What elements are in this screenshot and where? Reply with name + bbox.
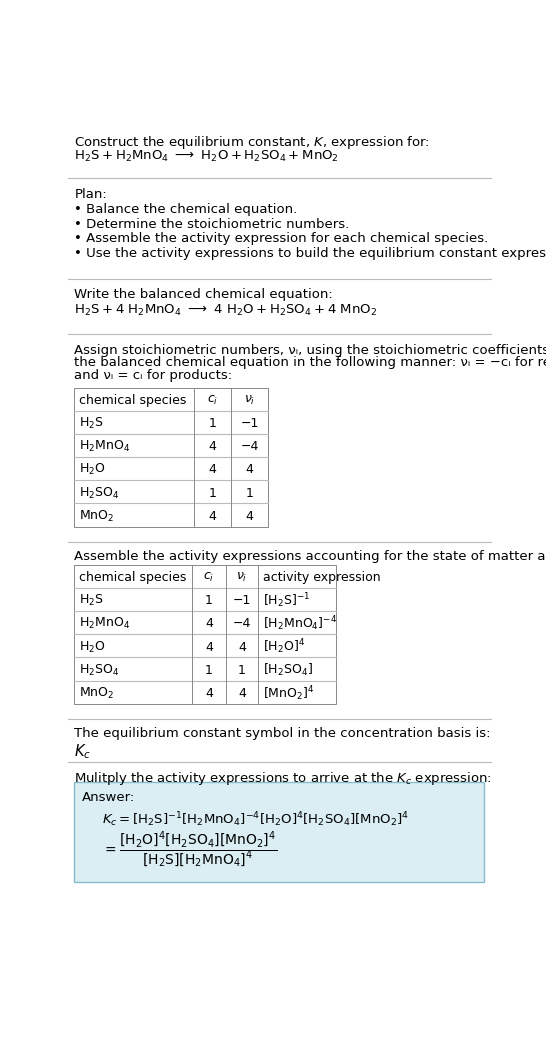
- Bar: [74, 388, 268, 527]
- Text: 4: 4: [209, 463, 216, 476]
- Text: $[\mathrm{H_2S}]^{-1}$: $[\mathrm{H_2S}]^{-1}$: [263, 592, 310, 611]
- Text: $[\mathrm{H_2O}]^{4}$: $[\mathrm{H_2O}]^{4}$: [263, 638, 305, 657]
- Text: $[\mathrm{H_2SO_4}]$: $[\mathrm{H_2SO_4}]$: [263, 662, 313, 678]
- Text: $K_c$: $K_c$: [74, 742, 92, 761]
- Text: Assemble the activity expressions accounting for the state of matter and νᵢ:: Assemble the activity expressions accoun…: [74, 550, 546, 562]
- Text: 1: 1: [209, 487, 216, 499]
- Text: Mulitply the activity expressions to arrive at the $K_c$ expression:: Mulitply the activity expressions to arr…: [74, 769, 492, 787]
- Text: $\mathrm{MnO_2}$: $\mathrm{MnO_2}$: [79, 509, 114, 523]
- Text: • Determine the stoichiometric numbers.: • Determine the stoichiometric numbers.: [74, 218, 349, 231]
- Text: $= \dfrac{[\mathrm{H_2O}]^{4}[\mathrm{H_2SO_4}][\mathrm{MnO_2}]^{4}}{[\mathrm{H_: $= \dfrac{[\mathrm{H_2O}]^{4}[\mathrm{H_…: [102, 830, 277, 870]
- Text: −4: −4: [233, 617, 251, 631]
- Text: −1: −1: [240, 417, 259, 430]
- Text: • Use the activity expressions to build the equilibrium constant expression.: • Use the activity expressions to build …: [74, 247, 546, 260]
- Text: activity expression: activity expression: [263, 572, 381, 584]
- Text: 1: 1: [238, 663, 246, 677]
- Text: • Balance the chemical equation.: • Balance the chemical equation.: [74, 203, 298, 217]
- Text: $\mathrm{MnO_2}$: $\mathrm{MnO_2}$: [79, 685, 114, 701]
- Text: 4: 4: [238, 640, 246, 654]
- Text: −4: −4: [240, 440, 259, 453]
- Text: 4: 4: [246, 510, 253, 522]
- Text: $\mathrm{H_2SO_4}$: $\mathrm{H_2SO_4}$: [79, 486, 120, 500]
- Text: The equilibrium constant symbol in the concentration basis is:: The equilibrium constant symbol in the c…: [74, 726, 491, 740]
- Text: $c_i$: $c_i$: [207, 394, 218, 407]
- Text: Write the balanced chemical equation:: Write the balanced chemical equation:: [74, 288, 333, 301]
- FancyBboxPatch shape: [74, 782, 484, 882]
- Text: Answer:: Answer:: [82, 791, 135, 804]
- Text: 1: 1: [209, 417, 216, 430]
- Text: $\mathrm{H_2MnO_4}$: $\mathrm{H_2MnO_4}$: [79, 616, 130, 632]
- Text: $[\mathrm{MnO_2}]^{4}$: $[\mathrm{MnO_2}]^{4}$: [263, 684, 314, 702]
- Text: Plan:: Plan:: [74, 188, 107, 201]
- Text: 4: 4: [205, 686, 213, 700]
- Text: 4: 4: [205, 640, 213, 654]
- Text: $\nu_i$: $\nu_i$: [236, 571, 247, 584]
- Text: $[\mathrm{H_2MnO_4}]^{-4}$: $[\mathrm{H_2MnO_4}]^{-4}$: [263, 615, 337, 634]
- Text: the balanced chemical equation in the following manner: νᵢ = −cᵢ for reactants: the balanced chemical equation in the fo…: [74, 356, 546, 369]
- Text: 1: 1: [205, 663, 213, 677]
- Text: $\mathrm{H_2O}$: $\mathrm{H_2O}$: [79, 639, 106, 655]
- Text: • Assemble the activity expression for each chemical species.: • Assemble the activity expression for e…: [74, 232, 489, 245]
- Text: Assign stoichiometric numbers, νᵢ, using the stoichiometric coefficients, cᵢ, fr: Assign stoichiometric numbers, νᵢ, using…: [74, 344, 546, 357]
- Text: 4: 4: [209, 440, 216, 453]
- Text: chemical species: chemical species: [79, 394, 187, 407]
- Text: 4: 4: [205, 617, 213, 631]
- Text: $\mathrm{H_2S + H_2MnO_4 \ \longrightarrow \ H_2O + H_2SO_4 + MnO_2}$: $\mathrm{H_2S + H_2MnO_4 \ \longrightarr…: [74, 149, 339, 164]
- Text: chemical species: chemical species: [79, 572, 187, 584]
- Text: $\mathrm{H_2O}$: $\mathrm{H_2O}$: [79, 462, 106, 477]
- Text: 4: 4: [238, 686, 246, 700]
- Text: $\mathrm{H_2SO_4}$: $\mathrm{H_2SO_4}$: [79, 662, 120, 678]
- Text: 4: 4: [246, 463, 253, 476]
- Text: $\mathrm{H_2S}$: $\mathrm{H_2S}$: [79, 593, 104, 609]
- Text: $\mathrm{H_2MnO_4}$: $\mathrm{H_2MnO_4}$: [79, 439, 130, 454]
- Text: −1: −1: [233, 594, 251, 607]
- Text: $\mathrm{H_2S + 4\ H_2MnO_4 \ \longrightarrow \ 4\ H_2O + H_2SO_4 + 4\ MnO_2}$: $\mathrm{H_2S + 4\ H_2MnO_4 \ \longright…: [74, 304, 377, 318]
- Text: 4: 4: [209, 510, 216, 522]
- Text: Construct the equilibrium constant, $K$, expression for:: Construct the equilibrium constant, $K$,…: [74, 133, 430, 151]
- Text: 1: 1: [246, 487, 253, 499]
- Text: $K_c = [\mathrm{H_2S}]^{-1}[\mathrm{H_2MnO_4}]^{-4}[\mathrm{H_2O}]^{4}[\mathrm{H: $K_c = [\mathrm{H_2S}]^{-1}[\mathrm{H_2M…: [102, 810, 408, 828]
- Text: $\nu_i$: $\nu_i$: [244, 394, 256, 407]
- Text: 1: 1: [205, 594, 213, 607]
- Text: $c_i$: $c_i$: [203, 571, 215, 584]
- Text: $\mathrm{H_2S}$: $\mathrm{H_2S}$: [79, 416, 104, 431]
- Text: and νᵢ = cᵢ for products:: and νᵢ = cᵢ for products:: [74, 369, 233, 382]
- Bar: [74, 565, 336, 703]
